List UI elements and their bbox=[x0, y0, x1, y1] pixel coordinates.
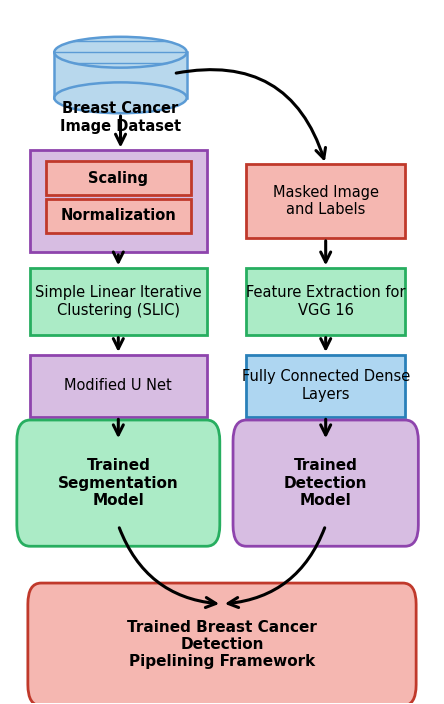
Text: Breast Cancer
Image Dataset: Breast Cancer Image Dataset bbox=[60, 101, 181, 134]
Text: Scaling: Scaling bbox=[88, 170, 148, 186]
Text: Modified U Net: Modified U Net bbox=[64, 378, 172, 393]
Ellipse shape bbox=[54, 82, 187, 113]
FancyBboxPatch shape bbox=[246, 165, 405, 238]
FancyBboxPatch shape bbox=[17, 420, 220, 546]
FancyBboxPatch shape bbox=[246, 355, 405, 417]
Text: Trained
Detection
Model: Trained Detection Model bbox=[284, 458, 368, 508]
FancyBboxPatch shape bbox=[30, 151, 206, 252]
Text: Trained Breast Cancer
Detection
Pipelining Framework: Trained Breast Cancer Detection Pipelini… bbox=[127, 620, 317, 670]
Polygon shape bbox=[54, 52, 187, 98]
Ellipse shape bbox=[54, 37, 187, 68]
Text: Masked Image
and Labels: Masked Image and Labels bbox=[273, 185, 379, 218]
Text: Normalization: Normalization bbox=[60, 208, 176, 223]
Text: Simple Linear Iterative
Clustering (SLIC): Simple Linear Iterative Clustering (SLIC… bbox=[35, 285, 202, 318]
Text: Fully Connected Dense
Layers: Fully Connected Dense Layers bbox=[242, 370, 410, 402]
FancyBboxPatch shape bbox=[46, 199, 191, 233]
FancyBboxPatch shape bbox=[30, 355, 206, 417]
FancyBboxPatch shape bbox=[46, 161, 191, 195]
FancyBboxPatch shape bbox=[246, 268, 405, 335]
Text: Trained
Segmentation
Model: Trained Segmentation Model bbox=[58, 458, 178, 508]
FancyBboxPatch shape bbox=[233, 420, 418, 546]
FancyBboxPatch shape bbox=[30, 268, 206, 335]
Text: Feature Extraction for
VGG 16: Feature Extraction for VGG 16 bbox=[246, 285, 405, 318]
FancyBboxPatch shape bbox=[28, 583, 416, 704]
